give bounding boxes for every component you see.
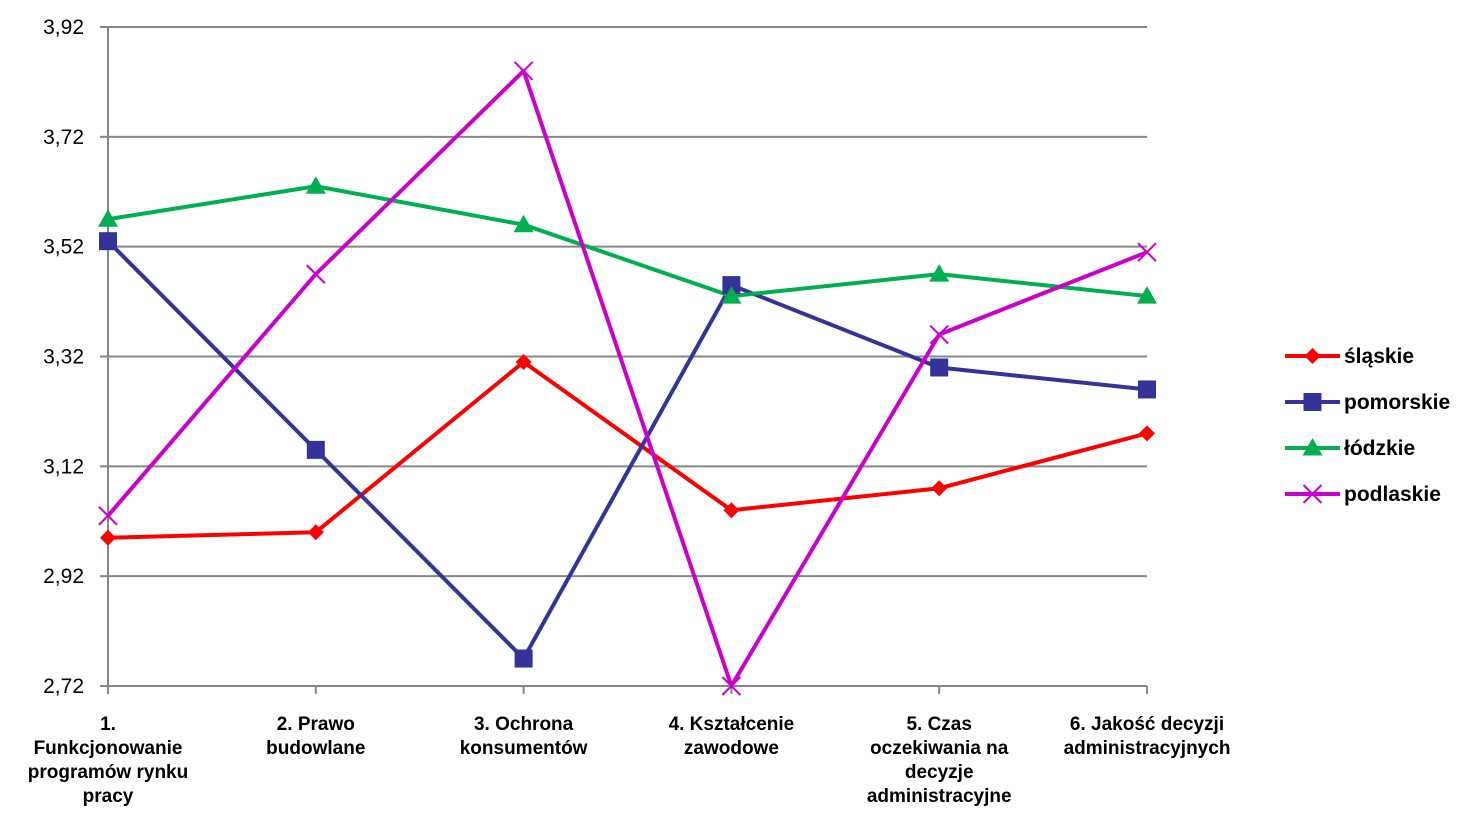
x-marker-stroke [306,264,326,284]
series-line [106,68,1148,688]
x-tick-label-line: zawodowe [684,738,779,759]
data-point [929,324,949,345]
y-tick-label: 3,72 [43,126,84,149]
data-point [98,209,118,227]
x-tick-label-line: konsumentów [460,738,588,759]
y-tick-label: 2,72 [43,675,84,698]
y-tick-label: 3,52 [43,236,84,259]
axes [100,26,1148,694]
x-tick-label-line: budowlane [266,738,365,759]
x-tick-label: 2. Prawo budowlane [266,714,365,759]
legend-label: łódzkie [1344,437,1415,460]
data-point [306,264,326,284]
data-point [722,276,741,295]
legend-marker [1302,438,1323,456]
series-line [107,359,1148,540]
data-point [1137,286,1157,304]
data-point [100,529,116,546]
x-marker-stroke [513,61,534,81]
series-line [107,184,1148,299]
legend: śląskie pomorskie łódzkie podlaskie [1285,345,1450,506]
x-tick-label-line: 2. Prawo [277,714,355,735]
x-tick-label-line: 5. Czas [906,714,971,735]
x-tick-label: 1. Funkcjonowanie programów rynku pracy [28,714,188,807]
legend-marker [1303,393,1322,411]
x-tick-label-line: Funkcjonowanie [34,738,183,759]
series-markers [98,61,1157,696]
x-tick-label: 4. Kształcenie zawodowe [669,714,795,759]
data-point [307,524,324,541]
legend-label: śląskie [1344,345,1414,368]
data-point [929,264,950,282]
data-point [514,649,533,668]
x-tick-label-line: pracy [83,786,134,807]
x-tick-label: 6. Jakość decyzji administracyjnych [1064,714,1231,759]
x-tick-label-line: 1. [100,714,116,735]
series-line [106,239,1148,661]
data-point [98,506,118,526]
data-point [1137,242,1157,262]
gridlines [108,26,1147,687]
y-tick-labels: 3,92 3,72 3,52 3,32 3,12 2,92 2,72 [43,16,84,698]
x-tick-label: 5. Czas oczekiwania na decyzje administracy… [867,714,1012,807]
x-tick-label-line: 3. Ochrona [474,714,574,735]
x-tick-label-line: administracyjne [867,786,1012,807]
data-point [513,61,534,81]
y-tick-label: 3,32 [43,346,84,369]
data-point [99,232,117,251]
data-point [931,480,948,497]
data-point [1138,380,1156,399]
data-point [305,176,326,194]
legend-label: podlaskie [1344,483,1441,506]
x-tick-labels: 1. Funkcjonowanie programów rynku pracy 2. P… [28,714,1231,807]
x-tick-label-line: oczekiwania na [870,738,1009,759]
data-point [1139,425,1155,442]
x-tick-label-line: programów rynku [28,762,188,783]
x-marker-stroke [1302,484,1323,504]
y-tick-label: 2,92 [43,565,84,588]
data-point [930,358,949,377]
x-marker-stroke [929,324,949,345]
legend-marker [1302,484,1323,504]
data-point [513,214,534,233]
data-point [723,502,740,519]
x-tick-label: 3. Ochrona konsumentów [460,714,588,759]
x-tick-label-line: 6. Jakość decyzji [1070,714,1224,735]
x-tick-label-line: decyzje [905,762,974,783]
data-point [515,353,532,370]
series-lines [106,68,1148,688]
data-point [721,286,742,304]
y-tick-label: 3,12 [43,455,84,478]
x-tick-label-line: 4. Kształcenie [669,714,795,735]
x-marker-stroke [721,676,742,696]
data-point [721,676,742,696]
x-marker-stroke [1137,242,1157,262]
legend-label: pomorskie [1344,391,1450,414]
x-marker-stroke [98,506,118,526]
y-tick-label: 3,92 [43,16,84,39]
data-point [306,440,325,459]
legend-marker [1304,348,1321,364]
x-tick-label-line: administracyjnych [1064,738,1231,759]
